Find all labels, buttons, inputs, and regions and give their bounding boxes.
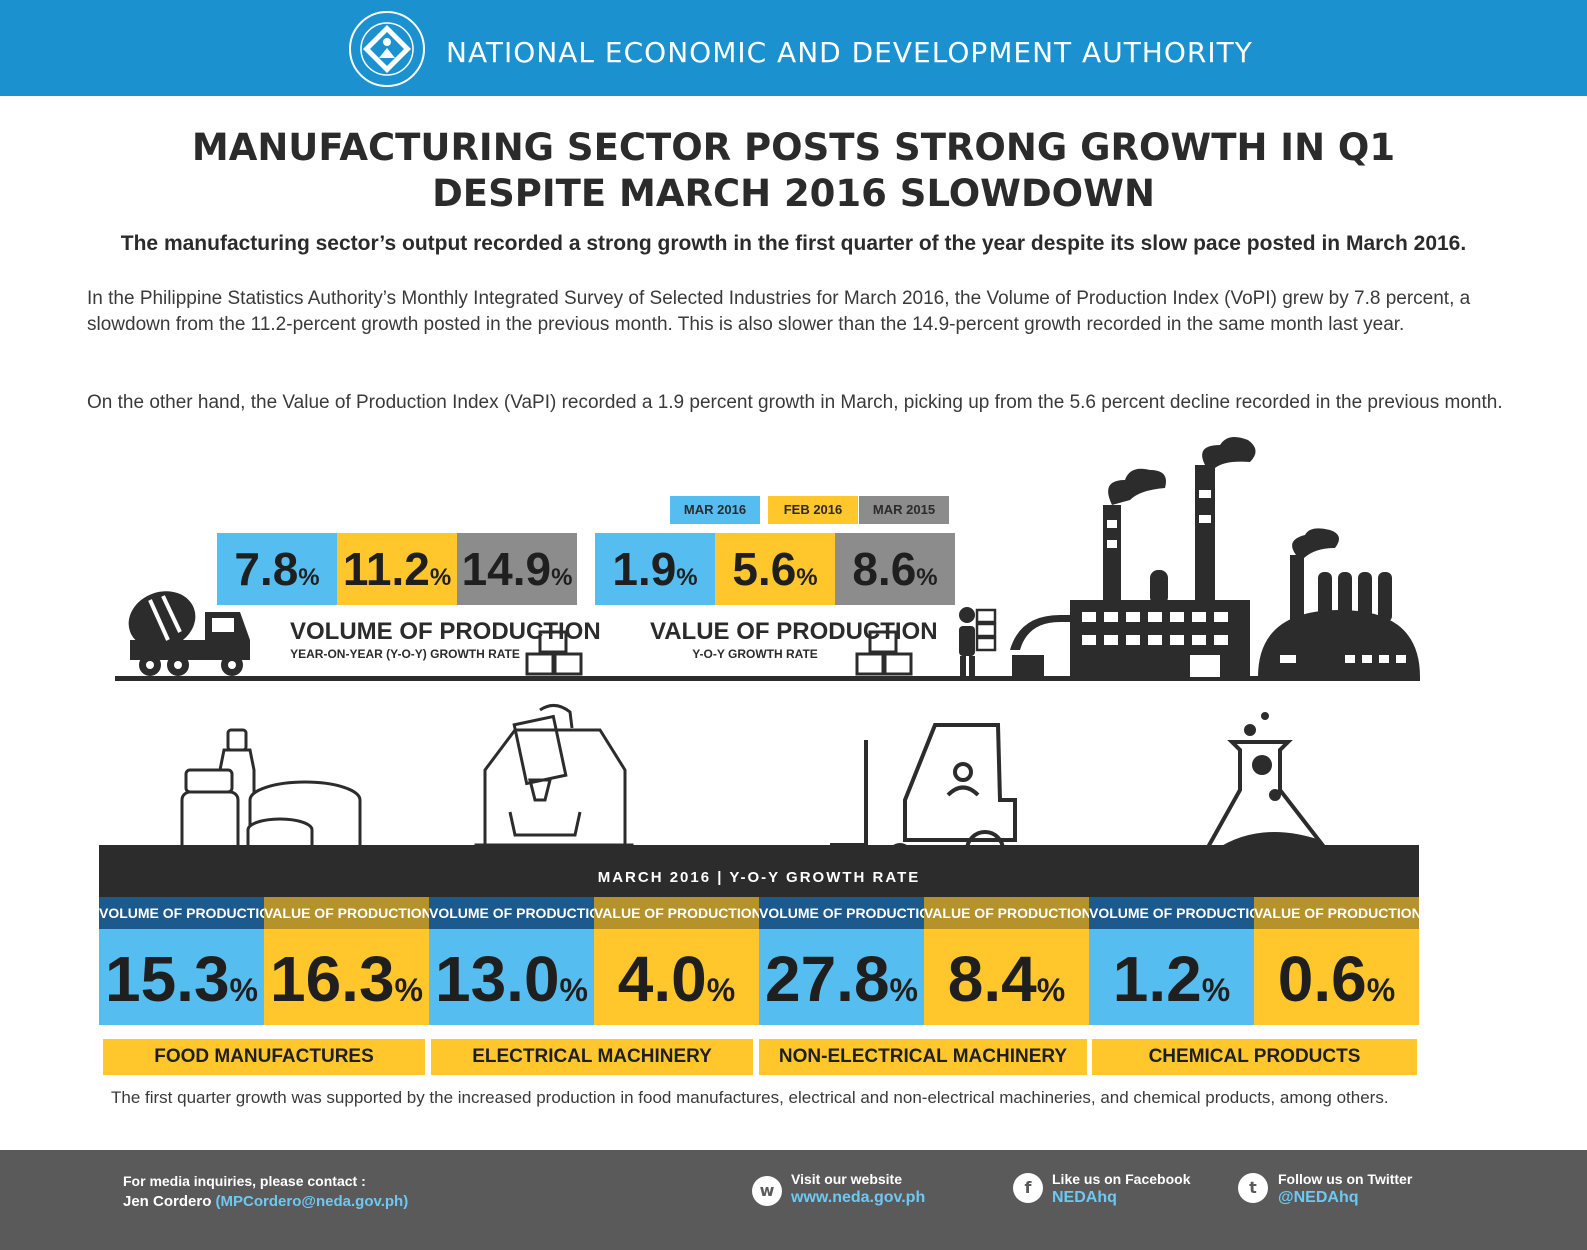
nonelectrical-volume-value: 27.8% [759,929,924,1025]
electrical-value-header: VALUE OF PRODUCTION [594,897,762,929]
electrical-value-value: 4.0% [594,929,759,1025]
volume-stat-feb-2016: 11.2% [337,533,457,605]
chemical-volume-header: VOLUME OF PRODUCTION [1089,897,1270,929]
facebook-link[interactable]: NEDAhq [1052,1189,1117,1206]
electrical-volume-header: VOLUME OF PRODUCTION [429,897,610,929]
percent-sign: % [1201,972,1231,1008]
stat-value: 1.2 [1112,943,1202,1015]
sector-non-electrical-machinery: NON-ELECTRICAL MACHINERY [759,1039,1087,1075]
food-volume-header: VOLUME OF PRODUCTION [99,897,280,929]
sector-electrical-machinery: ELECTRICAL MACHINERY [431,1039,753,1075]
flask-icon [1194,712,1343,867]
media-inquiries-label: For media inquiries, please contact : [123,1173,366,1189]
stat-value: 8.6 [852,543,917,595]
twitter-link[interactable]: @NEDAhq [1278,1189,1359,1206]
food-value-value: 16.3% [264,929,429,1025]
percent-sign: % [916,564,938,591]
lead-text: The manufacturing sector’s output record… [120,232,1467,255]
volume-subtitle: YEAR-ON-YEAR (Y-O-Y) GROWTH RATE [290,647,520,661]
stat-value: 7.8 [234,543,299,595]
agency-name: NATIONAL ECONOMIC AND DEVELOPMENT AUTHOR… [446,36,1253,69]
cement-truck-icon [128,591,250,676]
value-stat-feb-2016: 5.6% [715,533,835,605]
percent-sign: % [706,972,736,1008]
worker-icon [959,607,997,678]
percent-sign: % [1036,972,1066,1008]
stat-value: 27.8 [764,943,890,1015]
stat-value: 8.4 [947,943,1037,1015]
factory-icon [1010,436,1420,677]
chemical-value-header: VALUE OF PRODUCTION [1254,897,1422,929]
percent-sign: % [429,564,452,591]
stat-value: 15.3 [104,943,230,1015]
contact-name: Jen Cordero [123,1193,212,1210]
stat-value: 5.6 [732,543,797,595]
stat-value: 14.9 [461,543,552,595]
twitter-icon: t [1238,1173,1268,1203]
headline-line-1: MANUFACTURING SECTOR POSTS STRONG GROWTH… [191,126,1396,169]
food-volume-value: 15.3% [99,929,264,1025]
percent-sign: % [394,972,423,1008]
chemical-volume-value: 1.2% [1089,929,1254,1025]
nonelectrical-value-header: VALUE OF PRODUCTION [924,897,1092,929]
value-stat-mar-2016: 1.9% [595,533,715,605]
percent-sign: % [1366,972,1396,1008]
sector-band-title: MARCH 2016 | Y-O-Y GROWTH RATE [597,869,921,886]
sector-food-manufactures: FOOD MANUFACTURES [103,1039,425,1075]
food-value-header: VALUE OF PRODUCTION [264,897,432,929]
closing-note: The first quarter growth was supported b… [111,1088,1389,1107]
nonelectrical-value-value: 8.4% [924,929,1089,1025]
stat-value: 0.6 [1277,943,1367,1015]
box-stack-icon [855,630,913,676]
electrical-volume-value: 13.0% [429,929,594,1025]
stat-value: 16.3 [269,943,395,1015]
stat-value: 11.2 [342,543,430,595]
legend-feb-2016: FEB 2016 [768,496,858,524]
ground-line [115,676,1420,681]
legend-mar-2016: MAR 2016 [670,496,760,524]
sector-band [99,845,1419,897]
chemical-value-value: 0.6% [1254,929,1419,1025]
percent-sign: % [796,564,818,591]
neda-seal-icon [349,11,425,87]
stat-value: 13.0 [434,943,560,1015]
paragraph-vopi: In the Philippine Statistics Authority’s… [87,288,1471,335]
website-label: Visit our website [791,1171,902,1187]
value-stat-mar-2015: 8.6% [835,533,955,605]
value-subtitle: Y-O-Y GROWTH RATE [692,647,818,661]
percent-sign: % [551,564,573,591]
percent-sign: % [676,564,698,591]
twitter-label: Follow us on Twitter [1278,1171,1413,1187]
percent-sign: % [229,972,258,1008]
website-link[interactable]: www.neda.gov.ph [791,1189,926,1206]
legend-mar-2015: MAR 2015 [859,496,949,524]
percent-sign: % [889,972,918,1008]
paragraph-vapi: On the other hand, the Value of Producti… [87,392,1503,413]
value-title: VALUE OF PRODUCTION [650,618,938,645]
facebook-icon: f [1013,1173,1043,1203]
cnc-machine-icon [474,704,634,857]
percent-sign: % [559,972,588,1008]
stat-value: 4.0 [617,943,707,1015]
stat-value: 1.9 [612,543,677,595]
volume-stat-mar-2015: 14.9% [457,533,577,605]
header-bar [0,0,1587,96]
box-stack-icon [525,630,583,676]
media-contact: Jen Cordero (MPCordero@neda.gov.ph) [123,1193,408,1210]
percent-sign: % [298,564,320,591]
facebook-label: Like us on Facebook [1052,1171,1191,1187]
nonelectrical-volume-header: VOLUME OF PRODUCTION [759,897,940,929]
footer [0,1150,1587,1250]
volume-stat-mar-2016: 7.8% [217,533,337,605]
website-icon: w [752,1176,782,1206]
contact-email-link[interactable]: (MPCordero@neda.gov.ph) [215,1193,409,1210]
headline-line-2: DESPITE MARCH 2016 SLOWDOWN [432,172,1155,215]
sector-chemical-products: CHEMICAL PRODUCTS [1092,1039,1417,1075]
volume-title: VOLUME OF PRODUCTION [290,618,601,645]
